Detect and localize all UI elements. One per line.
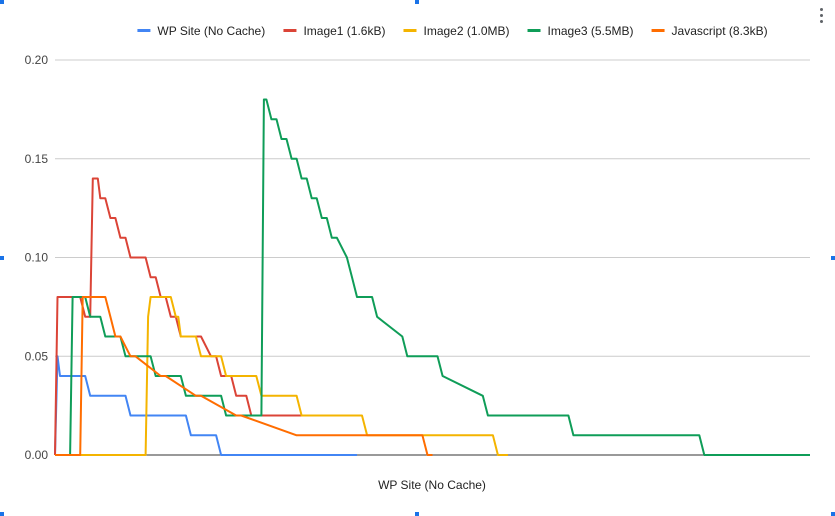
chart-gridlines (55, 59, 810, 456)
y-tick-label: 0.20 (25, 53, 49, 67)
legend-item[interactable]: WP Site (No Cache) (137, 24, 265, 38)
legend-swatch (527, 29, 541, 32)
more-options-icon[interactable] (816, 6, 826, 26)
selection-handle[interactable] (831, 512, 835, 516)
selection-handle[interactable] (0, 512, 4, 516)
plot-area (54, 98, 810, 456)
y-axis: 0.00 0.05 0.10 0.15 0.20 (25, 53, 49, 462)
selection-handle[interactable] (0, 256, 4, 260)
legend-label: Javascript (8.3kB) (672, 24, 768, 38)
legend-item[interactable]: Javascript (8.3kB) (651, 24, 768, 38)
legend-label: Image3 (5.5MB) (548, 24, 634, 38)
legend-swatch (137, 29, 151, 32)
legend-swatch (651, 29, 665, 32)
series-line (54, 177, 357, 456)
series-line (54, 355, 357, 456)
chart-legend: WP Site (No Cache) Image1 (1.6kB) Image2 (… (137, 24, 768, 38)
legend-label: WP Site (No Cache) (157, 24, 265, 38)
selection-handle[interactable] (0, 0, 4, 4)
y-tick-label: 0.15 (25, 152, 49, 166)
series-line (55, 296, 508, 456)
y-tick-label: 0.10 (25, 251, 49, 265)
y-tick-label: 0.05 (25, 349, 49, 363)
legend-label: Image2 (1.0MB) (423, 24, 509, 38)
legend-label: Image1 (1.6kB) (303, 24, 385, 38)
x-axis-label: WP Site (No Cache) (378, 478, 486, 492)
series-line (55, 296, 433, 456)
y-tick-label: 0.00 (25, 448, 49, 462)
legend-swatch (403, 29, 417, 32)
legend-item[interactable]: Image2 (1.0MB) (403, 24, 510, 38)
legend-item[interactable]: Image1 (1.6kB) (283, 24, 385, 38)
legend-item[interactable]: Image3 (5.5MB) (527, 24, 634, 38)
selection-handle[interactable] (415, 512, 419, 516)
selection-handle[interactable] (415, 0, 419, 4)
series-line (55, 98, 810, 456)
selection-handle[interactable] (831, 256, 835, 260)
legend-swatch (283, 29, 297, 32)
